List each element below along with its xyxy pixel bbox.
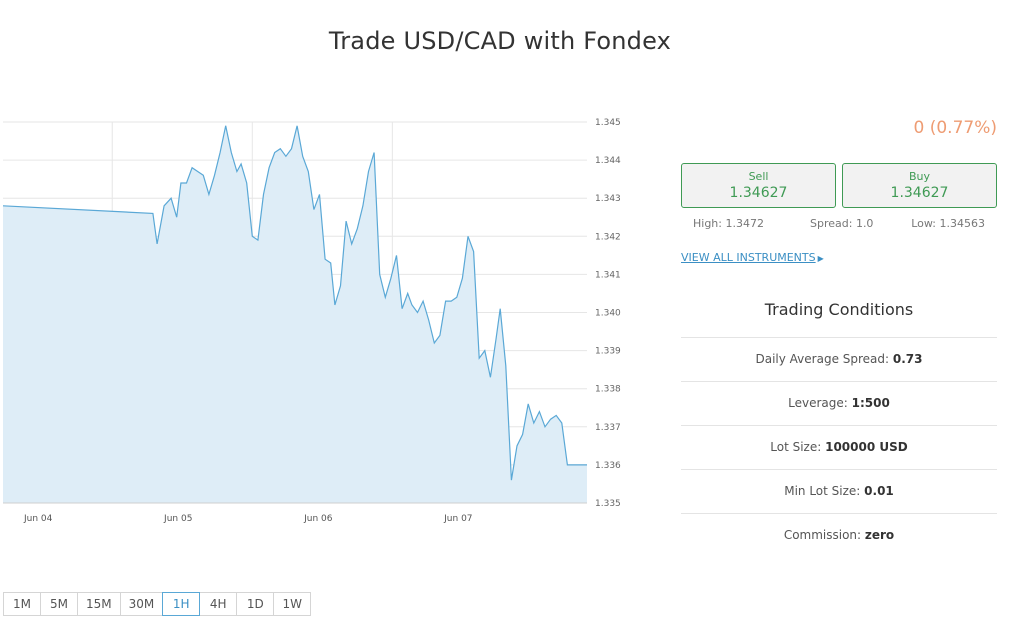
price-chart[interactable]: 1.345 1.344 1.343 1.342 1.341 1.340 1.339 1.338… (0, 110, 640, 530)
spread-stat: Spread: 1.0 (810, 217, 874, 230)
x-tick-label: Jun 07 (443, 514, 472, 524)
condition-row-commission: Commission: zero (681, 513, 997, 557)
sell-price: 1.34627 (729, 185, 788, 201)
condition-row-leverage: Leverage: 1:500 (681, 381, 997, 425)
price-chart-svg: 1.345 1.344 1.343 1.342 1.341 1.340 1.339 1.338… (2, 118, 621, 524)
y-tick-label: 1.337 (595, 423, 621, 433)
y-tick-label: 1.342 (595, 232, 621, 242)
y-tick-label: 1.345 (595, 118, 621, 128)
x-tick-label: Jun 04 (23, 514, 53, 524)
condition-value: 100000 USD (825, 440, 908, 454)
timeframe-1d-button[interactable]: 1D (236, 592, 275, 616)
condition-label: Commission: (783, 528, 865, 542)
timeframe-5m-button[interactable]: 5M (40, 592, 78, 616)
trading-conditions-list: Daily Average Spread: 0.73 Leverage: 1:5… (681, 337, 997, 557)
y-tick-label: 1.344 (595, 156, 621, 166)
buy-button[interactable]: Buy 1.34627 (842, 163, 997, 208)
price-area-fill (3, 125, 587, 504)
caret-right-icon: ▶ (817, 254, 824, 263)
condition-label: Lot Size: (770, 440, 826, 454)
page-title: Trade USD/CAD with Fondex (328, 27, 672, 55)
price-change: 0 (0.77%) (913, 118, 998, 138)
price-series-line (2, 125, 587, 481)
condition-value: zero (864, 528, 895, 542)
condition-label: Min Lot Size: (784, 484, 865, 498)
buy-price: 1.34627 (890, 185, 949, 201)
condition-row-spread: Daily Average Spread: 0.73 (681, 337, 997, 381)
condition-value: 0.73 (892, 352, 923, 366)
x-tick-label: Jun 05 (163, 514, 192, 524)
x-tick-label: Jun 06 (303, 514, 333, 524)
y-tick-label: 1.341 (595, 270, 621, 280)
timeframe-1w-button[interactable]: 1W (273, 592, 312, 616)
condition-value: 1:500 (851, 396, 890, 410)
condition-value: 0.01 (864, 484, 894, 498)
y-tick-label: 1.339 (595, 347, 621, 357)
y-tick-label: 1.336 (595, 461, 621, 471)
timeframe-15m-button[interactable]: 15M (77, 592, 121, 616)
view-all-instruments-link[interactable]: VIEW ALL INSTRUMENTS ▶ (681, 251, 824, 264)
condition-row-lot-size: Lot Size: 100000 USD (681, 425, 997, 469)
high-stat: High: 1.3472 (693, 217, 764, 230)
y-tick-label: 1.343 (595, 194, 621, 204)
low-stat: Low: 1.34563 (911, 217, 985, 230)
timeframe-1h-button[interactable]: 1H (162, 592, 201, 616)
trading-conditions-title: Trading Conditions (764, 300, 914, 319)
condition-row-min-lot: Min Lot Size: 0.01 (681, 469, 997, 513)
y-tick-label: 1.338 (595, 385, 621, 395)
condition-label: Leverage: (788, 396, 852, 410)
sell-button[interactable]: Sell 1.34627 (681, 163, 836, 208)
buy-label: Buy (908, 170, 931, 183)
condition-label: Daily Average Spread: (755, 352, 893, 366)
y-tick-label: 1.335 (595, 499, 621, 509)
timeframe-1m-button[interactable]: 1M (3, 592, 41, 616)
y-tick-label: 1.340 (595, 309, 621, 319)
timeframe-30m-button[interactable]: 30M (119, 592, 164, 616)
view-all-label: VIEW ALL INSTRUMENTS (681, 251, 816, 264)
sell-label: Sell (748, 170, 769, 183)
timeframe-selector: 1M 5M 15M 30M 1H 4H 1D 1W (3, 592, 312, 616)
timeframe-4h-button[interactable]: 4H (199, 592, 238, 616)
